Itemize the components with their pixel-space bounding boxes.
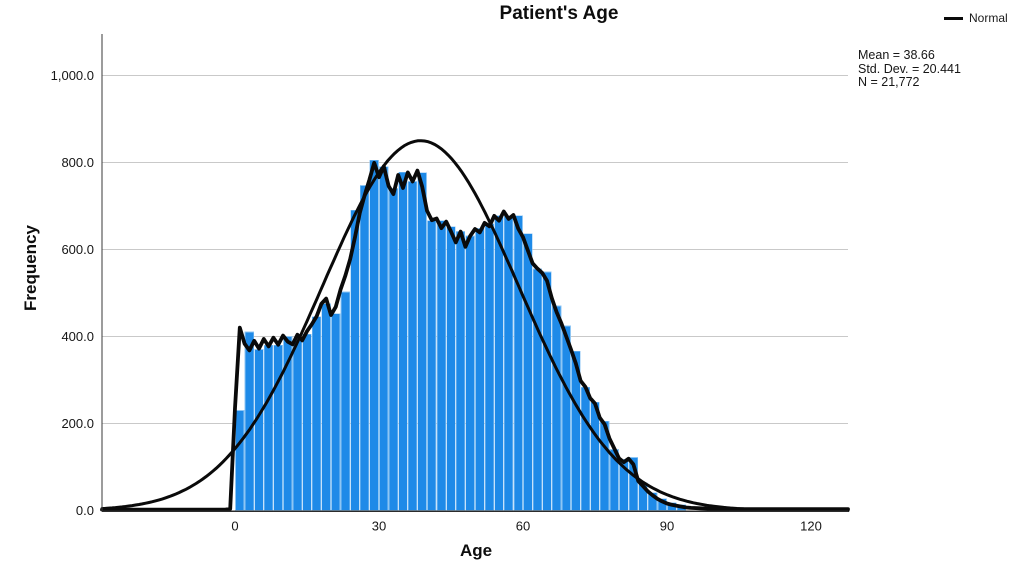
- legend-label: Normal: [969, 11, 1008, 25]
- stat-n: N = 21,772: [858, 75, 920, 90]
- x-tick-label: 30: [372, 519, 386, 534]
- y-tick-label: 400.0: [61, 329, 94, 344]
- axes: [101, 34, 848, 513]
- histogram-bar: [359, 185, 370, 511]
- histogram-bar: [455, 231, 466, 511]
- histogram-bar: [542, 271, 552, 511]
- y-tick-label: 800.0: [61, 155, 94, 170]
- histogram-bar: [551, 305, 562, 511]
- histogram-bar: [475, 228, 485, 511]
- y-tick-label: 600.0: [61, 242, 94, 257]
- histogram-bar: [446, 226, 456, 511]
- histogram-bars: [235, 159, 687, 511]
- histogram-bar: [369, 159, 379, 511]
- y-tick-label: 200.0: [61, 416, 94, 431]
- stat-mean: Mean = 38.66: [858, 48, 935, 62]
- histogram-bar: [417, 172, 427, 511]
- frequency-line: [100, 160, 850, 512]
- histogram-bar: [254, 349, 264, 511]
- histogram-bar: [561, 325, 571, 511]
- stats-block: Mean = 38.66 Std. Dev. = 20.441 N = 21,7…: [858, 48, 961, 90]
- legend: Normal: [944, 11, 1008, 25]
- histogram-bar: [427, 220, 437, 511]
- histogram-bar: [331, 313, 341, 511]
- histogram-bar: [523, 233, 533, 511]
- histogram-bar: [311, 316, 322, 511]
- histogram-bar: [263, 344, 274, 511]
- y-tick-label: 0.0: [76, 503, 94, 518]
- histogram-bar: [244, 331, 255, 511]
- y-tick-labels: 0.0 200.0 400.0 600.0 800.0 1,000.0: [51, 68, 94, 518]
- x-tick-label: 90: [660, 519, 674, 534]
- chart-title: Patient's Age: [499, 3, 619, 24]
- x-tick-label: 0: [231, 519, 238, 534]
- x-tick-labels: 0 30 60 90 120: [231, 519, 821, 534]
- y-axis-title: Frequency: [21, 225, 40, 311]
- x-tick-label: 60: [516, 519, 530, 534]
- histogram-bar: [321, 303, 331, 511]
- histogram-bar: [235, 410, 245, 511]
- histogram-bar: [513, 215, 523, 511]
- x-axis-title: Age: [459, 541, 493, 560]
- histogram-bar: [407, 181, 418, 511]
- y-tick-label: 1,000.0: [51, 68, 94, 83]
- histogram-bar: [340, 291, 351, 511]
- histogram-bar: [379, 166, 389, 511]
- histogram-bar: [580, 387, 591, 511]
- histogram-bar: [302, 333, 312, 511]
- histogram-bar: [532, 268, 543, 511]
- histogram-bar: [388, 188, 399, 511]
- histogram-bar: [273, 344, 283, 511]
- x-tick-label: 120: [800, 519, 822, 534]
- gridlines: [102, 74, 848, 424]
- histogram-bar: [484, 223, 495, 511]
- histogram-bar: [398, 172, 408, 511]
- histogram-bar: [436, 220, 447, 511]
- normal-curve: [100, 139, 850, 512]
- stat-std-dev: Std. Dev. = 20.441: [858, 61, 961, 76]
- histogram-bar: [494, 215, 504, 511]
- histogram-bar: [292, 340, 303, 511]
- histogram-bar: [465, 235, 475, 511]
- normal-curve-legend-line-icon: [944, 16, 963, 20]
